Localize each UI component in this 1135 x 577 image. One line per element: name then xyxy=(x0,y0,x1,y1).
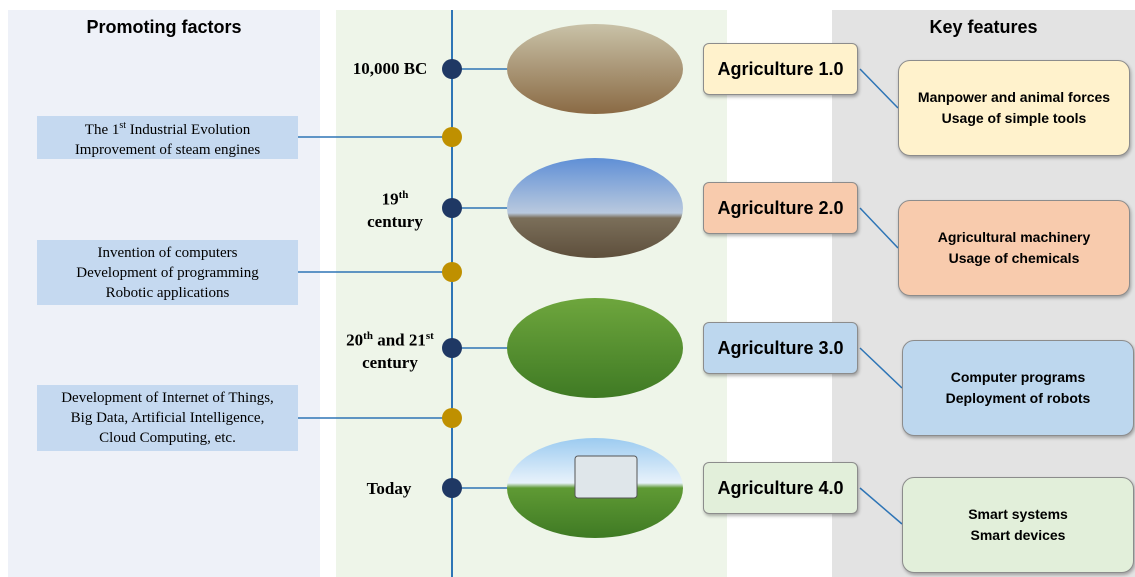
stage-box: Agriculture 2.0 xyxy=(703,182,858,234)
right-title: Key features xyxy=(832,17,1135,38)
feature-text: Manpower and animal forces xyxy=(918,87,1110,108)
feature-text: Agricultural machinery xyxy=(938,227,1091,248)
factor-text: Development of Internet of Things, xyxy=(37,388,298,408)
era-text: Today xyxy=(367,479,412,498)
era-sup: th xyxy=(399,189,409,201)
left-title: Promoting factors xyxy=(8,17,320,38)
era-sup: th xyxy=(363,330,373,342)
era: Today xyxy=(334,478,444,500)
factor-box: Invention of computers Development of pr… xyxy=(37,240,298,305)
feature-text: Deployment of robots xyxy=(946,388,1091,409)
stage-box: Agriculture 4.0 xyxy=(703,462,858,514)
era-text: century xyxy=(362,353,418,372)
page: Promoting factors Key features 10,000 BC… xyxy=(0,0,1135,577)
era: 19th century xyxy=(340,184,450,233)
stage-box: Agriculture 3.0 xyxy=(703,322,858,374)
era: 20th and 21st century xyxy=(330,325,450,374)
feature-text: Computer programs xyxy=(951,367,1086,388)
feature-text: Usage of chemicals xyxy=(949,248,1080,269)
feature-text: Smart systems xyxy=(968,504,1068,525)
factor-text: Big Data, Artificial Intelligence, xyxy=(37,408,298,428)
era-sup: st xyxy=(426,330,434,342)
factor-text: Development of programming xyxy=(37,263,298,283)
era-text: and 21 xyxy=(373,331,426,350)
era-text: century xyxy=(367,212,423,231)
era-text: 19 xyxy=(382,190,399,209)
era-text: 20 xyxy=(346,331,363,350)
factor-text: Robotic applications xyxy=(37,283,298,303)
factor-text: The 1 xyxy=(85,122,120,138)
feature-text: Usage of simple tools xyxy=(942,108,1087,129)
factor-text: Cloud Computing, etc. xyxy=(37,428,298,448)
factor-box: Development of Internet of Things, Big D… xyxy=(37,385,298,451)
factor-text: Invention of computers xyxy=(37,243,298,263)
era-text: 10,000 BC xyxy=(353,59,428,78)
feature-text: Smart devices xyxy=(971,525,1066,546)
factor-text: Improvement of steam engines xyxy=(37,140,298,160)
stage-box: Agriculture 1.0 xyxy=(703,43,858,95)
factor-text: Industrial Evolution xyxy=(126,122,250,138)
factor-box: The 1st Industrial Evolution Improvement… xyxy=(37,116,298,159)
era: 10,000 BC xyxy=(335,58,445,80)
